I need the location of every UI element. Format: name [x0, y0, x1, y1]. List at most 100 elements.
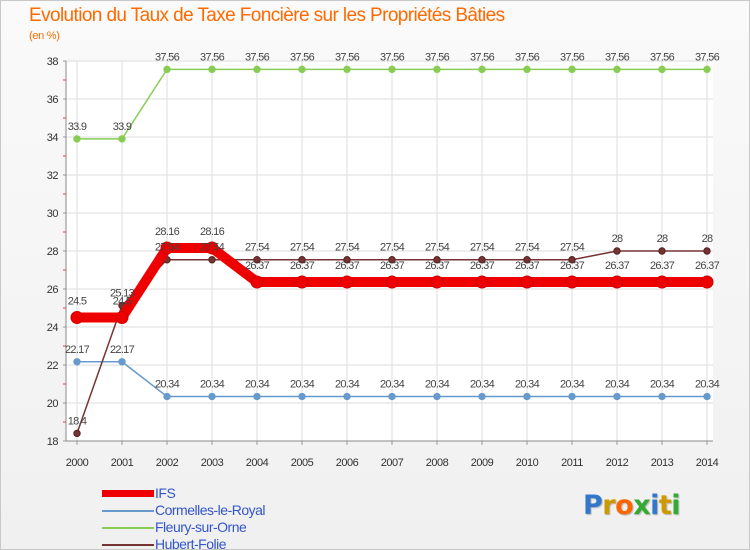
data-point	[253, 65, 261, 74]
data-point	[523, 392, 531, 401]
data-label: 26.37	[425, 260, 450, 272]
y-tick-label: 24	[47, 322, 59, 334]
legend-item-ifs[interactable]: IFS	[99, 485, 359, 502]
data-point	[433, 65, 441, 74]
y-tick-label: 30	[47, 208, 59, 220]
data-point	[250, 275, 264, 289]
x-tick-label: 2002	[156, 457, 179, 469]
legend-item-cormelles-le-royal[interactable]: Cormelles-le-Royal	[99, 502, 359, 519]
chart-title: Evolution du Taux de Taxe Foncière sur l…	[29, 5, 505, 26]
data-labels: 24.5 24.5 28.16 28.16 26.37 26.37 26.37 26.37 26…	[65, 51, 720, 427]
data-label: 24.5	[113, 296, 132, 308]
y-tick-label: 38	[47, 56, 59, 68]
data-label: 37.56	[650, 51, 675, 63]
data-point	[433, 256, 441, 264]
y-tick-label: 36	[47, 94, 59, 106]
data-point	[478, 256, 486, 264]
x-tick-label: 2012	[606, 457, 629, 469]
x-tick-label: 2005	[291, 457, 314, 469]
data-point	[568, 392, 576, 401]
x-tick-label: 2007	[381, 457, 404, 469]
data-point	[73, 429, 81, 438]
data-label: 37.56	[155, 51, 180, 63]
data-point	[160, 241, 174, 255]
data-point	[478, 392, 486, 401]
data-label: 25.13	[110, 288, 135, 300]
data-label: 20.34	[335, 379, 360, 391]
data-label: 37.56	[470, 51, 495, 63]
data-point	[298, 256, 306, 264]
x-tick-label: 2009	[471, 457, 494, 469]
legend-label: IFS	[155, 485, 176, 501]
data-label: 27.54	[335, 242, 360, 254]
data-label: 27.54	[380, 242, 405, 254]
data-point	[658, 392, 666, 401]
data-point	[388, 392, 396, 401]
data-label: 26.37	[380, 260, 405, 272]
data-point	[343, 65, 351, 74]
data-label: 20.34	[695, 379, 720, 391]
data-label: 26.37	[290, 260, 315, 272]
data-label: 26.37	[605, 260, 630, 272]
data-label: 20.34	[245, 379, 270, 391]
x-tick-label: 2006	[336, 457, 359, 469]
data-label: 26.37	[560, 260, 585, 272]
legend-swatch-cormelles-le-royal	[102, 510, 154, 512]
x-tick-label: 2013	[651, 457, 674, 469]
data-point	[208, 392, 216, 401]
x-tick-label: 2014	[696, 457, 719, 469]
data-point	[523, 65, 531, 74]
data-label: 28.16	[155, 226, 180, 238]
data-label: 37.56	[560, 51, 585, 63]
series-group	[70, 65, 714, 438]
data-label: 20.34	[200, 379, 225, 391]
data-point	[163, 392, 171, 401]
data-label: 33.9	[113, 121, 132, 133]
data-label: 22.17	[65, 344, 90, 356]
x-tick-label: 2004	[246, 457, 269, 469]
data-label: 28	[657, 233, 668, 245]
data-point	[253, 256, 261, 264]
data-label: 26.37	[650, 260, 675, 272]
legend-item-hubert-folie[interactable]: Hubert-Folie	[99, 536, 359, 549]
x-tick-label: 2011	[561, 457, 583, 469]
x-tick-label: 2000	[66, 457, 89, 469]
data-point	[658, 247, 666, 255]
legend-item-fleury-sur-orne[interactable]: Fleury-sur-Orne	[99, 519, 359, 536]
logo-letter: t	[658, 490, 672, 521]
data-point	[73, 135, 81, 143]
data-label: 33.9	[68, 121, 87, 133]
y-tick-label: 34	[47, 132, 59, 144]
data-point	[523, 256, 531, 264]
data-label: 26.37	[470, 260, 495, 272]
data-point	[613, 392, 621, 401]
data-point	[565, 275, 579, 289]
data-label: 18.4	[68, 415, 87, 427]
data-point	[475, 275, 489, 289]
data-point	[253, 392, 261, 401]
data-label: 26.37	[335, 260, 360, 272]
data-point	[73, 358, 81, 366]
data-point	[658, 65, 666, 74]
data-label: 27.54	[290, 242, 315, 254]
data-point	[388, 65, 396, 74]
data-point	[568, 256, 576, 264]
data-point	[295, 275, 309, 289]
data-point	[520, 275, 534, 289]
y-unit-label: (en %)	[29, 30, 60, 42]
data-point	[343, 256, 351, 264]
legend: IFS Cormelles-le-Royal Fleury-sur-Orne H…	[99, 485, 359, 549]
data-point	[115, 311, 129, 324]
data-point	[610, 275, 624, 289]
data-point	[163, 65, 171, 74]
logo-letter: P	[583, 490, 603, 521]
data-point	[703, 65, 711, 74]
data-point	[613, 65, 621, 74]
data-point	[703, 247, 711, 255]
data-label: 27.54	[155, 242, 180, 254]
data-label: 22.17	[110, 344, 135, 356]
data-label: 26.37	[515, 260, 540, 272]
logo-letter: o	[615, 490, 634, 521]
data-point	[700, 275, 714, 289]
